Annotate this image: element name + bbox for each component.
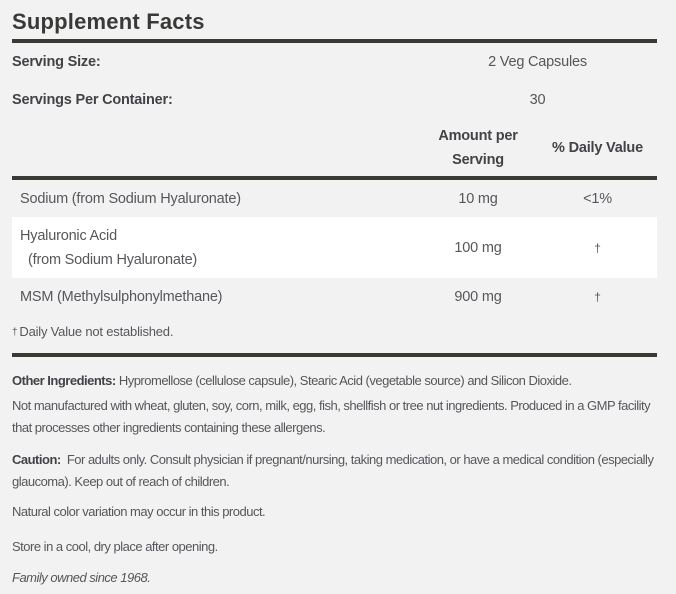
ingredient-amount: 10 mg (458, 190, 498, 207)
daily-value-footnote: † Daily Value not established. (12, 324, 174, 339)
ingredient-name: Hyaluronic Acid (from Sodium Hyaluronate… (20, 227, 198, 268)
table-header-row: Amount per Serving % Daily Value (12, 119, 657, 176)
table-row-hyaluronic-acid: Hyaluronic Acid (from Sodium Hyaluronate… (12, 217, 657, 278)
allergen-statement: Not manufactured with wheat, gluten, soy… (12, 398, 651, 435)
caution-paragraph: Caution: For adults only. Consult physic… (12, 449, 657, 493)
other-ingredients-lead: Other Ingredients: (12, 373, 116, 388)
ingredient-name: MSM (Methylsulphonylmethane) (20, 289, 223, 305)
other-ingredients-text: Hypromellose (cellulose capsule), Steari… (118, 373, 572, 388)
dagger-symbol: † (12, 327, 18, 338)
ingredient-daily-value: † (594, 240, 601, 255)
storage-note: Store in a cool, dry place after opening… (12, 539, 218, 554)
family-owned-tagline: Family owned since 1968. (12, 570, 151, 585)
amount-per-serving-header: Amount per Serving (438, 127, 518, 168)
serving-size-value: 2 Veg Capsules (488, 54, 587, 70)
caution-lead: Caution: (12, 452, 61, 467)
serving-size-label: Serving Size: (12, 54, 101, 70)
daily-value-header: % Daily Value (552, 139, 643, 156)
servings-per-container-value: 30 (529, 92, 546, 108)
divider-bottom (12, 353, 657, 357)
other-ingredients-paragraph: Other Ingredients: Hypromellose (cellulo… (12, 370, 657, 392)
servings-per-container-row: Servings Per Container: 30 (12, 81, 657, 119)
caution-text: For adults only. Consult physician if pr… (12, 452, 654, 489)
panel-title: Supplement Facts (12, 9, 205, 34)
serving-size-row: Serving Size: 2 Veg Capsules (12, 43, 657, 81)
ingredient-amount: 900 mg (454, 289, 502, 305)
ingredient-name: Sodium (from Sodium Hyaluronate) (20, 190, 241, 207)
ingredient-daily-value: † (594, 290, 601, 304)
divider-header (12, 176, 657, 180)
ingredient-amount: 100 mg (454, 239, 502, 256)
divider-top (12, 39, 657, 43)
servings-per-container-label: Servings Per Container: (12, 92, 173, 108)
ingredient-daily-value: <1% (583, 190, 612, 207)
supplemental-info-section: Other Ingredients: Hypromellose (cellulo… (12, 357, 657, 589)
color-variation-note: Natural color variation may occur in thi… (12, 504, 266, 519)
table-row-sodium: Sodium (from Sodium Hyaluronate) 10 mg <… (12, 180, 657, 217)
table-row-msm: MSM (Methylsulphonylmethane) 900 mg † (12, 278, 657, 316)
